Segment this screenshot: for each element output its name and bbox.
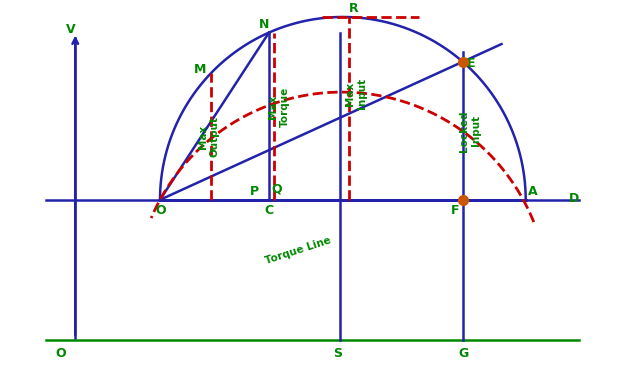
Text: S: S: [333, 347, 342, 360]
Text: F: F: [450, 204, 459, 217]
Text: Max
Output: Max Output: [198, 116, 219, 157]
Text: M: M: [194, 63, 206, 76]
Text: Torque Line: Torque Line: [264, 235, 332, 266]
Text: A: A: [528, 185, 538, 198]
Text: Q: Q: [272, 183, 282, 195]
Text: G: G: [458, 347, 468, 360]
Text: O: O: [155, 204, 166, 217]
Text: C: C: [264, 204, 273, 217]
Text: V: V: [66, 23, 75, 36]
Text: Max
Torque: Max Torque: [268, 86, 289, 127]
Text: Locked
Input: Locked Input: [459, 110, 481, 152]
Text: N: N: [260, 18, 270, 31]
Text: R: R: [349, 2, 358, 15]
Text: D: D: [570, 192, 580, 205]
Text: O: O: [56, 347, 67, 360]
Text: E: E: [467, 57, 475, 70]
Text: P: P: [249, 185, 259, 198]
Text: Max
Input: Max Input: [345, 78, 367, 110]
